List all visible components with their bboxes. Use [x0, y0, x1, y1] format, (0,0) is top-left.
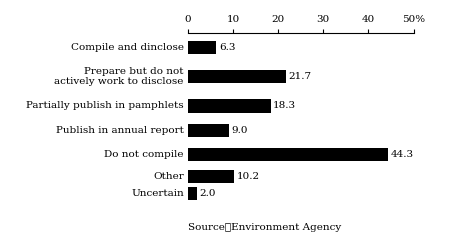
Bar — [188, 148, 388, 161]
Bar — [188, 41, 216, 54]
Text: 6.3: 6.3 — [219, 43, 235, 52]
Text: 9.0: 9.0 — [231, 126, 248, 135]
Bar — [188, 170, 234, 183]
Text: 18.3: 18.3 — [273, 101, 297, 110]
Bar — [188, 70, 286, 83]
Text: 44.3: 44.3 — [391, 150, 414, 159]
Text: 10.2: 10.2 — [237, 172, 260, 181]
Text: 21.7: 21.7 — [289, 72, 312, 81]
Text: Source：Environment Agency: Source：Environment Agency — [188, 223, 341, 232]
Bar — [188, 124, 228, 137]
Bar — [188, 187, 197, 201]
Text: 2.0: 2.0 — [200, 189, 216, 198]
Bar — [188, 99, 271, 113]
